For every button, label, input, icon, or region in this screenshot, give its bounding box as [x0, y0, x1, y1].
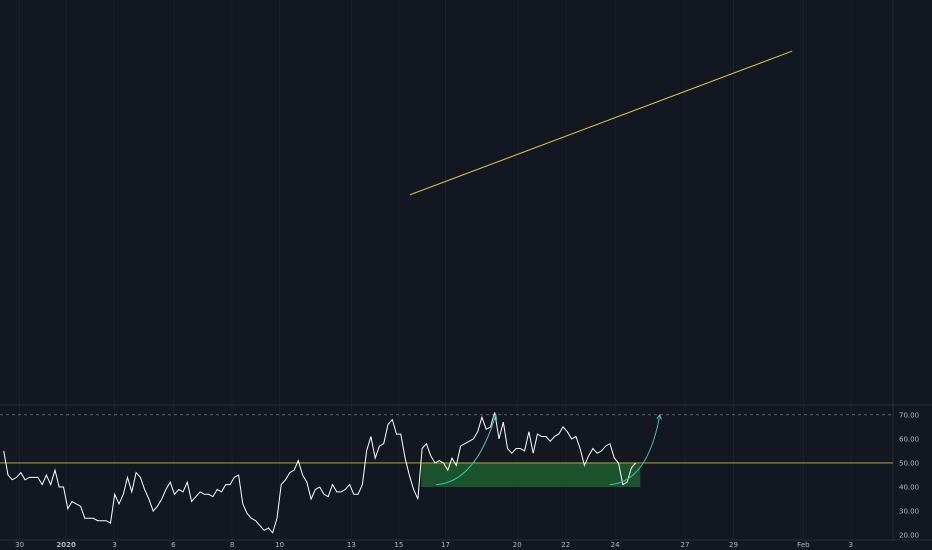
rsi-tick-label: 30.00 — [899, 508, 919, 516]
time-tick-label: 3 — [112, 541, 116, 549]
rsi-support-band — [421, 462, 641, 488]
rsi-arrow-head — [491, 413, 498, 420]
rsi-arrow-head — [656, 413, 662, 420]
time-tick-label: 17 — [441, 541, 450, 549]
time-tick-label: 15 — [394, 541, 403, 549]
rsi-panel — [0, 412, 893, 534]
time-tick-label: 22 — [561, 541, 570, 549]
time-tick-label: 8 — [230, 541, 234, 549]
rsi-curve-arrow — [609, 414, 661, 486]
channel-upper-line — [409, 50, 793, 196]
time-tick-label: 6 — [171, 541, 176, 549]
rsi-tick-label: 20.00 — [899, 532, 919, 540]
time-tick-label: 2020 — [56, 541, 76, 549]
rsi-axis[interactable]: 70.00 60.00 50.00 40.00 30.00 20.00 — [899, 411, 919, 539]
time-tick-label: 10 — [275, 541, 284, 549]
overlay-drawings: (A)(B)(C) — [409, 50, 793, 196]
rsi-tick-label: 50.00 — [899, 459, 919, 467]
time-tick-label: 3 — [849, 541, 853, 549]
time-tick-label: 13 — [347, 541, 356, 549]
rsi-tick-label: 40.00 — [899, 484, 919, 492]
rsi-line — [3, 412, 636, 534]
time-tick-label: 27 — [681, 541, 690, 549]
time-tick-label: 29 — [729, 541, 738, 549]
time-tick-label: 20 — [513, 541, 522, 549]
time-axis[interactable]: 30 2020 3 6 8 10 13 15 17 20 22 24 27 29 Feb 3 — [15, 541, 853, 549]
time-tick-label: 30 — [15, 541, 24, 549]
rsi-tick-label: 70.00 — [899, 411, 919, 419]
time-tick-label: 24 — [611, 541, 620, 549]
rsi-curve-arrow — [436, 414, 497, 486]
time-tick-label: Feb — [797, 541, 810, 549]
rsi-tick-label: 60.00 — [899, 435, 919, 443]
